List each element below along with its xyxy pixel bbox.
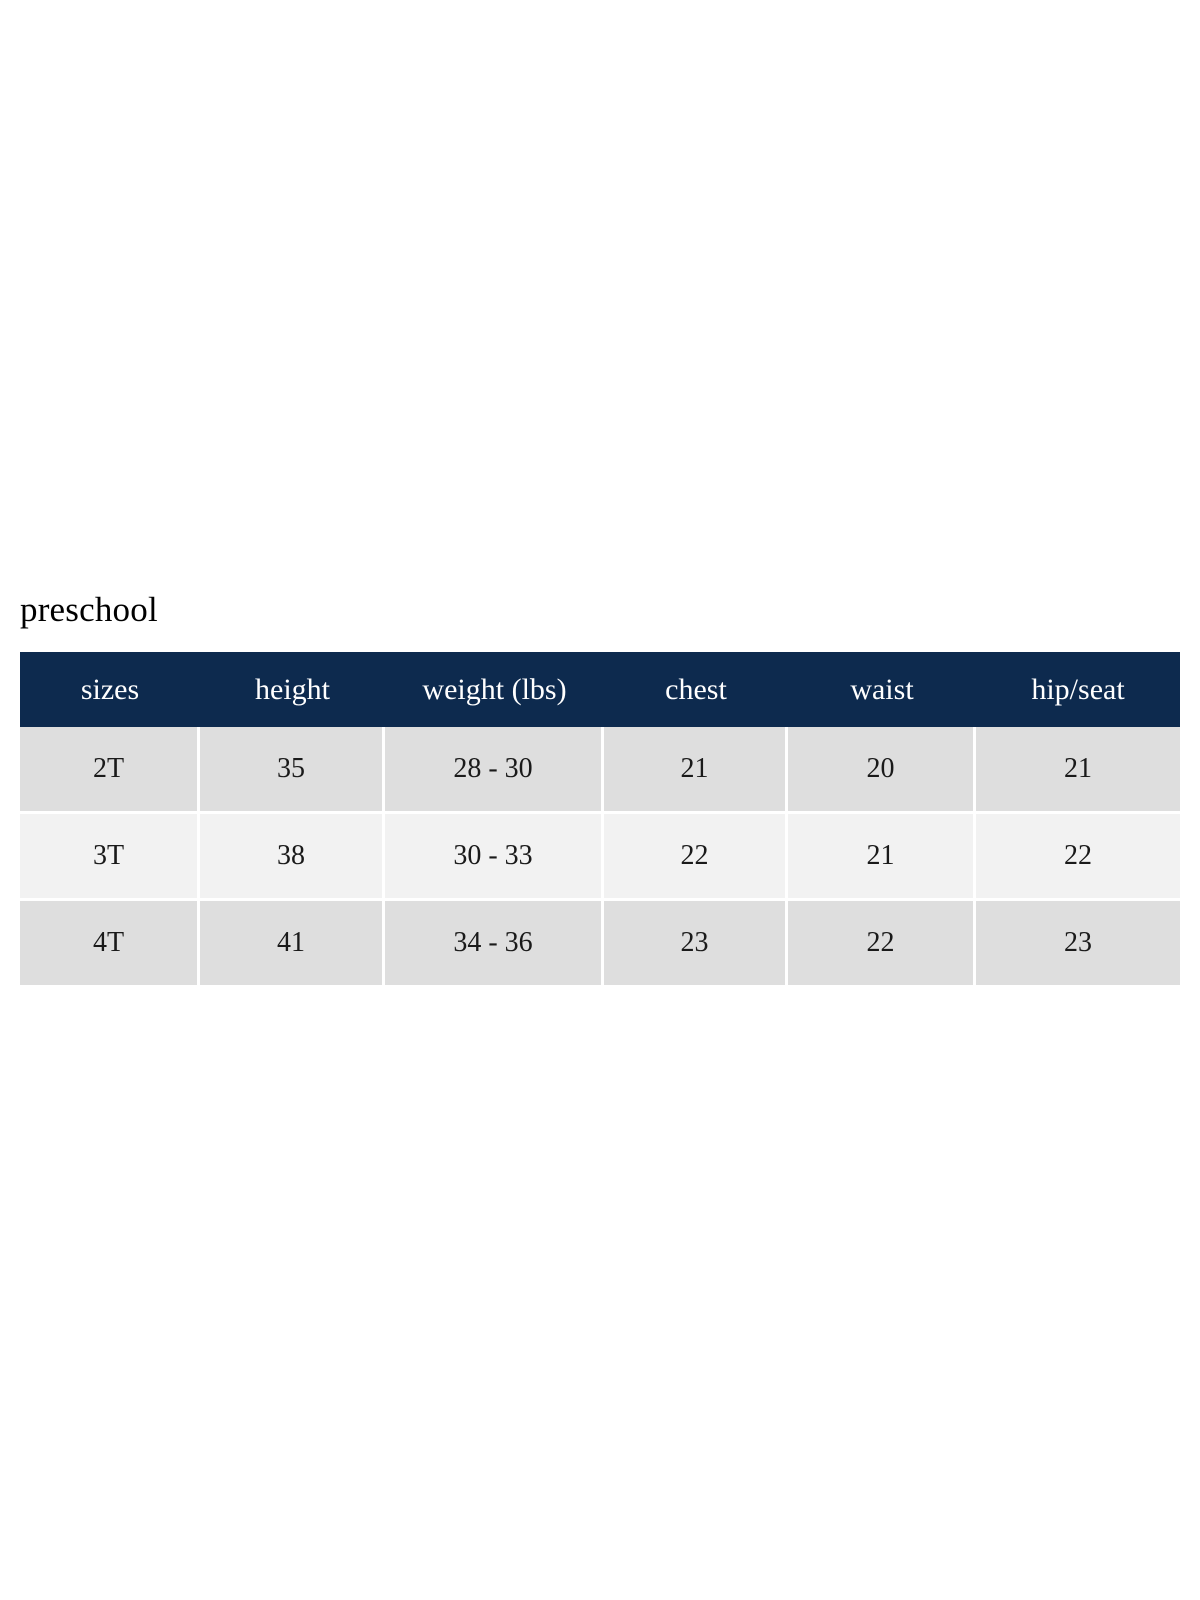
size-chart-table: sizes height weight (lbs) chest waist hi… <box>20 652 1180 985</box>
cell-size: 3T <box>20 814 200 901</box>
size-chart-section: preschool sizes height weight (lbs) ches… <box>20 588 1180 985</box>
cell-hip: 23 <box>976 901 1180 985</box>
cell-hip: 22 <box>976 814 1180 901</box>
table-row: 3T 38 30 - 33 22 21 22 <box>20 814 1180 901</box>
table-row: 4T 41 34 - 36 23 22 23 <box>20 901 1180 985</box>
table-header: sizes height weight (lbs) chest waist hi… <box>20 652 1180 727</box>
cell-waist: 20 <box>788 727 976 814</box>
cell-chest: 21 <box>604 727 788 814</box>
cell-weight: 34 - 36 <box>385 901 604 985</box>
column-header-waist: waist <box>788 652 976 727</box>
cell-waist: 21 <box>788 814 976 901</box>
column-header-weight: weight (lbs) <box>385 652 604 727</box>
column-header-sizes: sizes <box>20 652 200 727</box>
column-header-hip: hip/seat <box>976 652 1180 727</box>
table-header-row: sizes height weight (lbs) chest waist hi… <box>20 652 1180 727</box>
cell-weight: 28 - 30 <box>385 727 604 814</box>
cell-size: 4T <box>20 901 200 985</box>
column-header-height: height <box>200 652 385 727</box>
cell-size: 2T <box>20 727 200 814</box>
cell-chest: 23 <box>604 901 788 985</box>
cell-height: 41 <box>200 901 385 985</box>
table-body: 2T 35 28 - 30 21 20 21 3T 38 30 - 33 22 … <box>20 727 1180 985</box>
cell-waist: 22 <box>788 901 976 985</box>
cell-weight: 30 - 33 <box>385 814 604 901</box>
cell-chest: 22 <box>604 814 788 901</box>
table-row: 2T 35 28 - 30 21 20 21 <box>20 727 1180 814</box>
cell-hip: 21 <box>976 727 1180 814</box>
cell-height: 38 <box>200 814 385 901</box>
cell-height: 35 <box>200 727 385 814</box>
column-header-chest: chest <box>604 652 788 727</box>
page-title: preschool <box>20 590 158 629</box>
